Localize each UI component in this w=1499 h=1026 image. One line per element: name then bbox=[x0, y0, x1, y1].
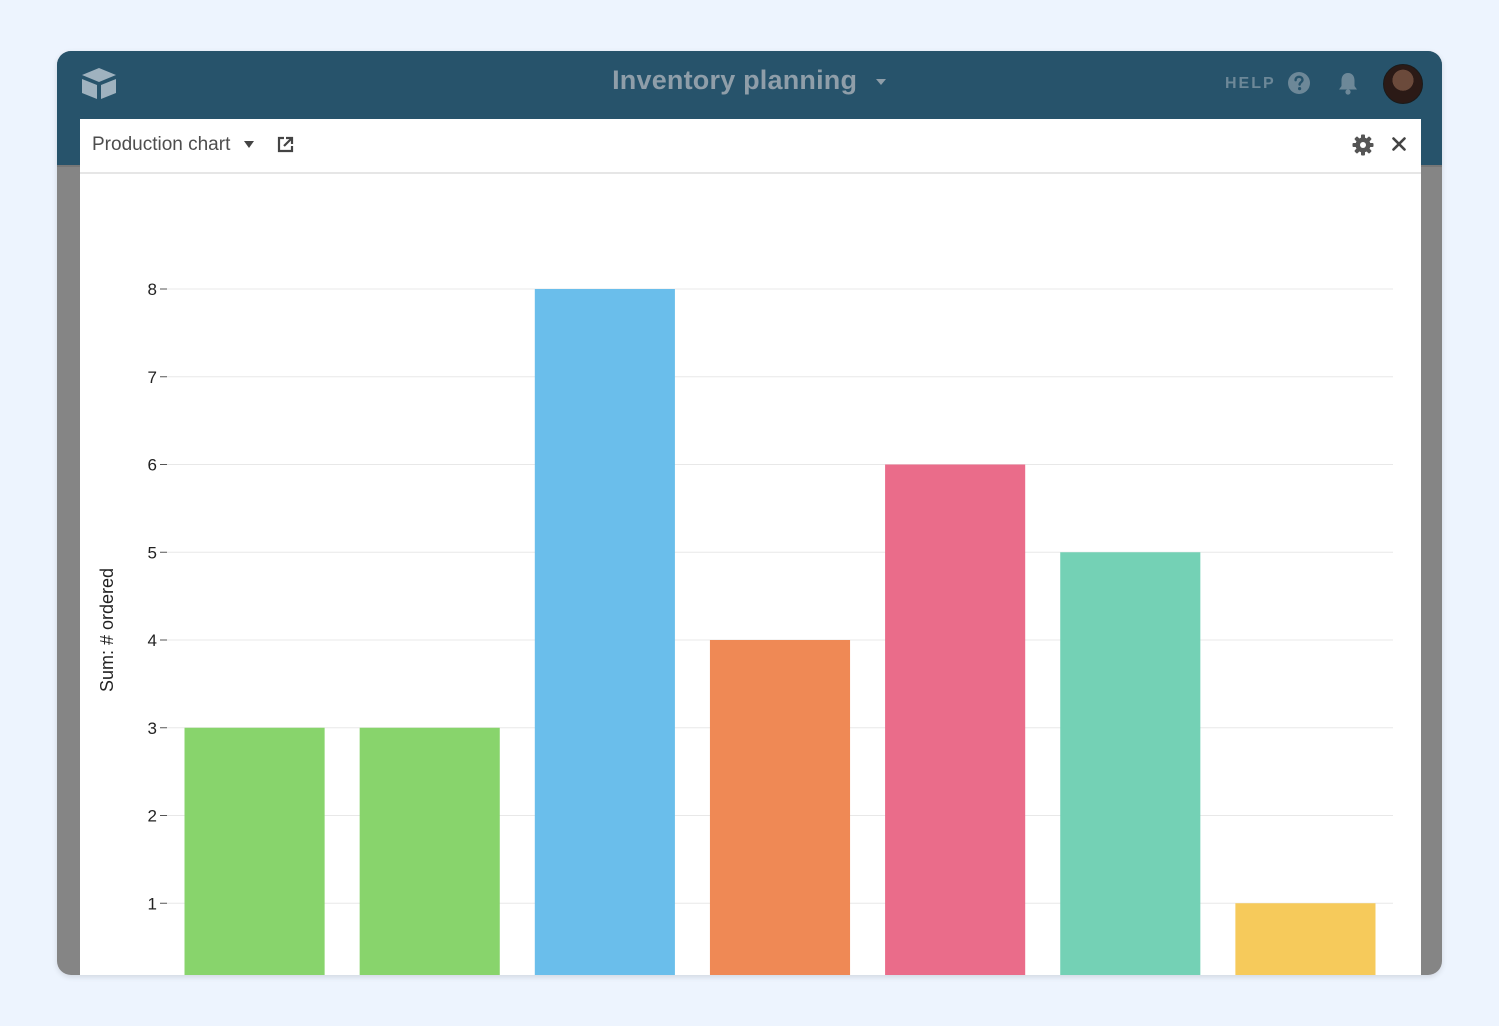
y-tick-label: 1 bbox=[148, 894, 157, 913]
bar-nebula-chair[interactable] bbox=[184, 727, 325, 975]
help-icon[interactable] bbox=[1287, 71, 1311, 95]
panel-header: Production chart bbox=[80, 119, 1421, 174]
base-title-text: Inventory planning bbox=[612, 65, 858, 95]
bar-dual-extension-table[interactable] bbox=[885, 464, 1026, 976]
bell-icon[interactable] bbox=[1337, 71, 1359, 95]
bar-chart: 012345678Nebula chairTraverse coffee tab… bbox=[97, 280, 1393, 976]
app-window: Inventory planning HELP Production chart bbox=[57, 51, 1442, 975]
avatar[interactable] bbox=[1383, 64, 1423, 104]
bar-blue-moon-sofa[interactable] bbox=[709, 640, 851, 975]
logo-icon[interactable] bbox=[79, 65, 119, 101]
help-label[interactable]: HELP bbox=[1225, 75, 1276, 92]
base-title[interactable]: Inventory planning bbox=[57, 65, 1442, 96]
panel-title[interactable]: Production chart bbox=[92, 134, 231, 155]
bar-ikrore-chair[interactable] bbox=[1060, 552, 1201, 975]
y-tick-label: 4 bbox=[148, 631, 157, 650]
bar-drux-table-lamp[interactable] bbox=[1235, 903, 1376, 975]
y-tick-label: 7 bbox=[148, 368, 157, 387]
y-tick-label: 5 bbox=[148, 543, 157, 562]
bar-xu-table-lamp[interactable] bbox=[534, 289, 675, 975]
chart-panel: Production chart bbox=[80, 119, 1421, 975]
y-tick-label: 6 bbox=[148, 456, 157, 475]
bar-traverse-coffee-table[interactable] bbox=[359, 727, 500, 975]
y-tick-label: 2 bbox=[148, 807, 157, 826]
y-tick-label: 3 bbox=[148, 719, 157, 738]
caret-down-icon[interactable] bbox=[244, 141, 254, 148]
close-icon[interactable] bbox=[1392, 137, 1406, 151]
y-axis-title: Sum: # ordered bbox=[97, 568, 117, 692]
expand-icon[interactable] bbox=[277, 136, 294, 153]
gear-icon[interactable] bbox=[1352, 134, 1374, 156]
y-tick-label: 8 bbox=[148, 280, 157, 299]
caret-down-icon bbox=[875, 78, 886, 85]
